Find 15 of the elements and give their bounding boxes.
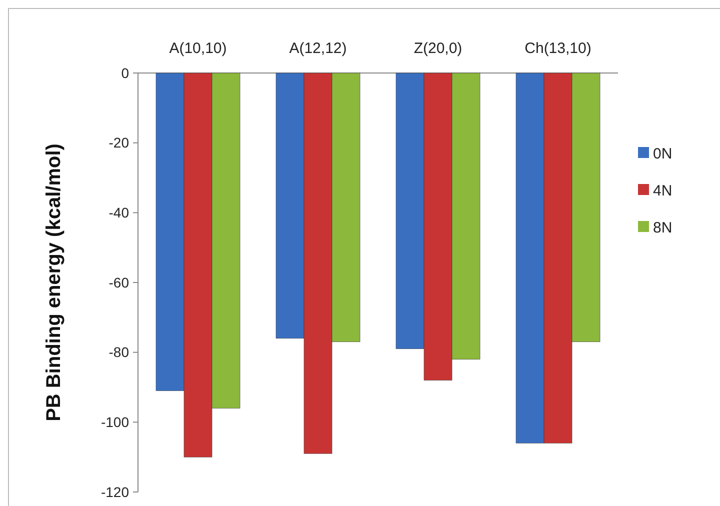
y-tick-label: -80 [108, 344, 130, 360]
x-tick-label: Ch(13,10) [524, 40, 592, 57]
y-tick-label: -100 [100, 414, 130, 430]
y-tick-label: -40 [108, 204, 130, 221]
y-tick-label: -120 [100, 484, 130, 500]
x-tick-label: A(12,12) [289, 40, 347, 57]
y-tick-label: 0 [121, 64, 130, 81]
legend-label: 0N [653, 145, 672, 162]
y-axis-title: PB Binding energy (kcal/mol) [43, 144, 65, 422]
y-tick-label: -20 [108, 134, 130, 151]
legend-label: 4N [653, 182, 672, 200]
x-tick-label: A(10,10) [169, 40, 227, 57]
x-tick-label: Z(20,0) [414, 40, 462, 57]
y-tick-label: -60 [108, 274, 130, 290]
legend-label: 8N [653, 219, 672, 236]
